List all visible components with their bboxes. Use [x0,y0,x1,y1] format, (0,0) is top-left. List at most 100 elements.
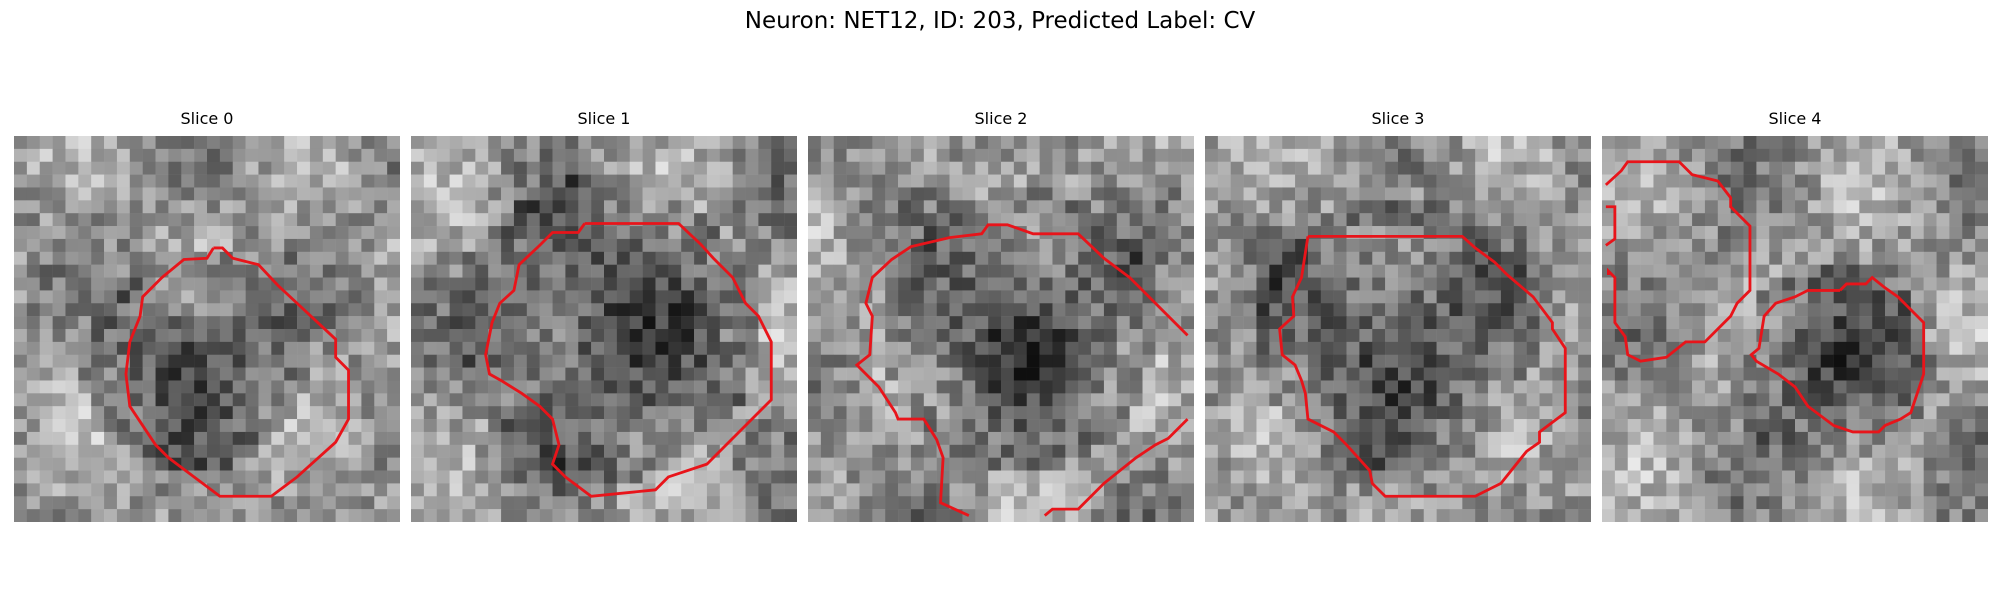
pixel [910,354,925,368]
pixel [423,251,437,265]
pixel [745,213,759,227]
pixel [1091,457,1105,471]
pixel [1359,148,1373,162]
pixel [1565,457,1579,471]
pixel [501,161,515,175]
pixel [26,251,40,265]
pixel [168,496,182,510]
pixel [846,290,860,304]
pixel [1897,264,1912,278]
pixel [604,341,618,355]
pixel [1155,161,1169,175]
pixel [1539,354,1553,368]
pixel [91,509,105,522]
pixel [910,264,925,278]
pixel [1001,393,1015,407]
pixel [988,393,1002,407]
pixel [1962,316,1976,330]
pixel [258,444,272,458]
pixel [1488,406,1502,420]
pixel [1462,251,1476,265]
pixel [655,238,669,253]
pixel [1602,496,1616,510]
pixel [1910,457,1924,471]
pixel [1526,341,1540,355]
pixel [1039,238,1053,253]
pixel [116,316,131,330]
pixel [475,483,489,497]
pixel [923,290,937,304]
pixel [1155,444,1169,458]
pixel [975,277,989,291]
pixel [1155,457,1169,471]
pixel [168,226,182,240]
pixel [859,483,873,497]
pixel [975,174,989,188]
pixel [335,226,349,240]
pixel [1410,483,1424,497]
pixel [1065,483,1079,497]
pixel [194,341,208,355]
pixel [1653,238,1667,253]
pixel [1897,161,1912,175]
pixel [949,393,963,407]
pixel [1103,148,1118,162]
pixel [1552,457,1566,471]
pixel [1181,251,1194,265]
pixel [1449,136,1463,150]
pixel [539,303,553,317]
pixel [975,264,989,278]
pixel [1026,277,1040,291]
pixel [374,341,388,355]
pixel [552,290,566,304]
pixel [1462,161,1476,175]
pixel [219,457,233,471]
pixel [1859,380,1873,394]
pixel [910,419,925,433]
pixel [219,329,233,343]
pixel [1307,303,1322,317]
pixel [1640,393,1654,407]
pixel [758,380,772,394]
pixel [642,136,656,150]
pixel [820,354,834,368]
pixel [719,483,733,497]
pixel [1769,431,1783,446]
pixel [258,496,272,510]
pixel [271,213,285,227]
pixel [1769,290,1783,304]
pixel [975,341,989,355]
pixel [1627,290,1641,304]
pixel [1717,483,1731,497]
pixel [1717,406,1731,420]
pixel [1217,174,1231,188]
pixel [526,329,540,343]
pixel [1910,213,1924,227]
pixel [1269,457,1283,471]
pixel [694,174,708,188]
pixel [732,367,746,381]
pixel [65,354,79,368]
pixel [936,431,950,446]
pixel [1320,264,1334,278]
pixel [668,316,682,330]
pixel [1385,380,1399,394]
pixel [1385,200,1399,214]
pixel [1578,238,1591,253]
pixel [436,431,450,446]
pixel [1333,419,1347,433]
pixel [719,393,733,407]
pixel [885,213,899,227]
pixel [1078,457,1092,471]
pixel [104,509,118,522]
pixel [39,316,53,330]
pixel [1013,187,1027,201]
pixel [1282,380,1296,394]
pixel [1975,341,1988,355]
pixel [1129,341,1143,355]
pixel [1962,174,1976,188]
pixel [423,457,437,471]
pixel [719,136,733,150]
pixel [719,509,733,522]
pixel [719,444,733,458]
